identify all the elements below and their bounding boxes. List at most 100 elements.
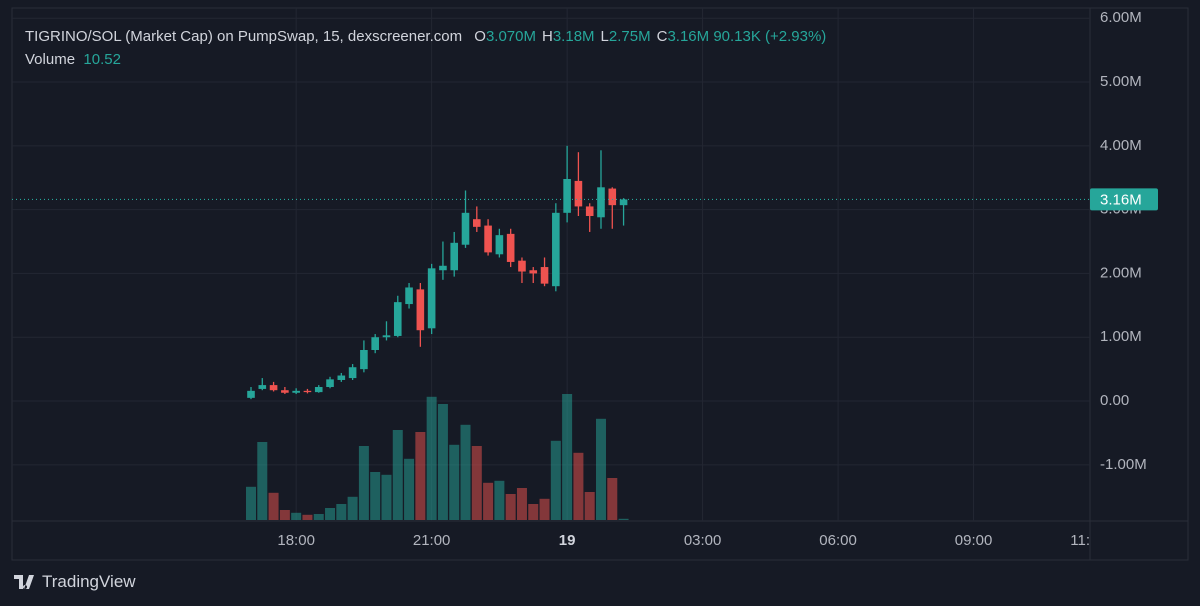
ohlc-value: 3.18M: [552, 28, 595, 45]
volume-bar: [437, 404, 448, 520]
volume-bar: [449, 444, 460, 520]
candle-body: [597, 187, 605, 218]
x-tick-label: 06:00: [819, 532, 857, 549]
candle-body: [439, 265, 447, 271]
volume-value: 10.52: [83, 51, 121, 68]
volume-bar: [347, 496, 358, 520]
y-tick-label: 2.00M: [1100, 264, 1142, 281]
candle-body: [574, 180, 583, 207]
candle-body: [371, 337, 379, 350]
volume-bar: [528, 504, 539, 520]
candle-body: [563, 179, 571, 213]
x-tick-label: 03:00: [684, 532, 722, 549]
candle-body: [337, 375, 346, 380]
candle-body: [269, 385, 278, 391]
x-tick-label: 09:00: [955, 532, 993, 549]
candle-body: [608, 188, 617, 206]
candle-body: [484, 225, 492, 253]
last-price-label: 3.16M: [1100, 191, 1142, 208]
candle-body: [405, 287, 413, 305]
candle-body: [473, 219, 481, 227]
candle-body: [247, 390, 255, 398]
volume-bar: [460, 424, 471, 520]
candle-body: [326, 379, 334, 388]
volume-bar: [336, 504, 347, 520]
candle-body: [416, 289, 425, 331]
candle-body: [314, 387, 323, 393]
x-tick-label: 19: [559, 532, 576, 549]
ohlc-key: O: [474, 28, 486, 45]
candle-body: [506, 233, 515, 262]
ohlc-value: 3.16M: [667, 28, 710, 45]
brand-logo: [14, 575, 34, 589]
volume-bar: [618, 518, 629, 520]
volume-bar: [584, 492, 595, 520]
candle-body: [619, 199, 628, 206]
volume-bar: [539, 498, 550, 520]
volume-bar: [505, 494, 516, 520]
candle-body: [529, 270, 538, 274]
candle-body: [258, 385, 267, 389]
x-tick-label: 21:00: [413, 532, 451, 549]
candle-body: [427, 268, 436, 329]
volume-label: Volume: [25, 51, 76, 68]
volume-bar: [325, 508, 336, 520]
volume-bar: [573, 452, 584, 520]
volume-bar: [404, 458, 415, 520]
volume-bar: [494, 480, 505, 520]
volume-bar: [415, 432, 426, 520]
volume-bar: [562, 394, 573, 520]
ohlc: O3.070M H3.18M L2.75M C3.16M: [466, 28, 709, 45]
volume-bar: [313, 514, 324, 520]
ohlc-key: C: [656, 28, 668, 45]
y-tick-label: 4.00M: [1100, 137, 1142, 154]
candle-body: [360, 350, 368, 370]
y-tick-label: 5.00M: [1100, 73, 1142, 90]
ohlc-value: 2.75M: [608, 28, 651, 45]
candle-body: [292, 390, 300, 393]
candle-body: [540, 267, 549, 284]
volume-bar: [257, 442, 268, 520]
y-tick-label: 0.00: [1100, 392, 1129, 409]
ohlc-key: H: [542, 28, 553, 45]
brand-name: TradingView: [42, 572, 136, 591]
volume-line: Volume 10.52: [25, 51, 121, 68]
x-tick-label: 11:: [1070, 532, 1090, 549]
volume-bar: [516, 488, 527, 520]
candle-body: [461, 212, 470, 245]
volume-bar: [358, 446, 369, 520]
candle-body: [495, 235, 504, 255]
candle-body: [303, 390, 312, 393]
candle-body: [450, 242, 459, 271]
volume-bar: [381, 474, 392, 520]
volume-bar: [550, 440, 561, 520]
pane-border: [11, 7, 1189, 561]
legend-line: TIGRINO/SOL (Market Cap) on PumpSwap, 15…: [25, 28, 826, 45]
brand[interactable]: TradingView: [14, 572, 136, 592]
volume-bar: [426, 396, 437, 520]
candle-body: [281, 390, 289, 393]
x-tick-label: 18:00: [277, 532, 315, 549]
y-tick-label: 1.00M: [1100, 328, 1142, 345]
change: 90.13K (+2.93%): [713, 28, 827, 45]
volume-bar: [471, 446, 482, 520]
last-price-box: [1090, 188, 1158, 211]
candle-body: [552, 212, 560, 287]
volume-bar: [370, 472, 381, 520]
volume-bar: [302, 514, 313, 520]
y-tick-label: -1.00M: [1100, 456, 1147, 473]
volume-bar: [392, 430, 403, 520]
volume-bar: [483, 482, 494, 520]
volume-bar: [291, 512, 302, 520]
candle-body: [518, 260, 526, 272]
volume-bar: [279, 510, 290, 520]
ohlc-value: 3.070M: [485, 28, 536, 45]
ohlc-key: L: [600, 28, 609, 45]
candle-body: [585, 206, 594, 217]
symbol-title: TIGRINO/SOL (Market Cap) on PumpSwap, 15…: [25, 28, 463, 45]
y-tick-label: 6.00M: [1100, 9, 1142, 26]
candle-body: [382, 335, 391, 338]
candle-body: [393, 302, 402, 336]
